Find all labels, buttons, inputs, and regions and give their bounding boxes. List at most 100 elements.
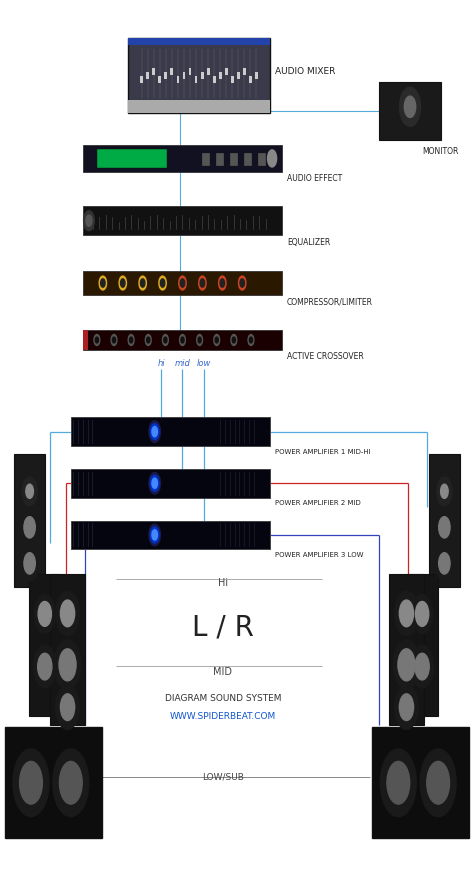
Text: LOW/SUB: LOW/SUB [202,773,244,781]
Text: Hi: Hi [218,578,228,588]
Bar [29,574,60,716]
Text: COMPRESSOR/LIMITER: COMPRESSOR/LIMITER [287,297,373,306]
Circle shape [180,279,185,287]
Text: POWER AMPLIFIER 2 MID: POWER AMPLIFIER 2 MID [275,500,361,506]
Circle shape [438,516,450,538]
Circle shape [150,424,159,440]
Circle shape [99,276,107,290]
Circle shape [140,279,145,287]
Circle shape [437,477,452,506]
Circle shape [238,276,246,290]
Circle shape [394,685,419,730]
Bar [244,153,252,166]
Circle shape [219,276,226,290]
Circle shape [249,337,253,343]
Bar [249,76,252,83]
Circle shape [399,694,413,721]
Circle shape [181,337,184,343]
Bar [216,153,224,166]
Bar [213,76,216,83]
Circle shape [441,484,448,498]
Bar [97,149,167,167]
Circle shape [248,335,254,345]
Bar [182,72,185,79]
Circle shape [86,215,92,226]
Bar [146,72,149,79]
Circle shape [267,150,277,167]
Bar [128,38,270,45]
Circle shape [160,279,165,287]
Circle shape [150,475,159,491]
Bar [207,69,210,76]
Text: mid: mid [174,359,191,368]
Circle shape [112,337,116,343]
Bar [225,69,228,76]
Circle shape [198,337,201,343]
Circle shape [220,279,225,287]
Circle shape [20,509,39,545]
Circle shape [180,335,185,345]
Circle shape [159,276,166,290]
Circle shape [152,426,157,437]
Circle shape [179,276,186,290]
Circle shape [38,602,52,627]
Circle shape [111,335,117,345]
Circle shape [129,337,133,343]
Circle shape [398,649,415,681]
Text: DIAGRAM SOUND SYSTEM: DIAGRAM SOUND SYSTEM [164,694,281,703]
Circle shape [393,640,419,690]
Bar [429,454,460,587]
Circle shape [415,653,429,680]
Circle shape [22,477,37,506]
Bar [258,153,266,166]
Circle shape [13,749,49,817]
Circle shape [410,645,433,688]
Circle shape [120,279,125,287]
Circle shape [100,279,105,287]
Circle shape [54,640,81,690]
Bar [171,69,173,76]
Circle shape [60,600,74,627]
Bar [195,76,198,83]
Circle shape [24,516,36,538]
Circle shape [387,762,410,805]
Bar [71,521,270,549]
Circle shape [399,600,413,627]
Circle shape [435,509,454,545]
Circle shape [420,749,456,817]
Circle shape [20,546,39,581]
Circle shape [53,749,89,817]
Text: low: low [197,359,211,368]
Circle shape [215,337,219,343]
Bar [219,72,222,79]
Bar [379,83,441,140]
Circle shape [411,595,432,634]
Circle shape [200,279,205,287]
Circle shape [152,478,157,489]
Circle shape [149,473,161,494]
Text: WWW.SPIDERBEAT.COM: WWW.SPIDERBEAT.COM [170,712,276,721]
Circle shape [400,87,420,126]
Circle shape [59,649,76,681]
Circle shape [26,484,33,498]
Circle shape [438,553,450,574]
Circle shape [149,421,161,442]
Bar [71,469,270,498]
Circle shape [427,762,449,805]
Text: EQUALIZER: EQUALIZER [287,238,330,247]
Circle shape [435,546,454,581]
Circle shape [55,591,79,635]
Bar [202,153,210,166]
Circle shape [128,335,134,345]
Circle shape [119,276,127,290]
Circle shape [404,96,416,117]
Circle shape [231,335,237,345]
Circle shape [59,762,82,805]
Circle shape [55,685,79,730]
Circle shape [152,530,157,540]
Circle shape [38,653,52,680]
Bar [231,76,234,83]
Text: AUDIO MIXER: AUDIO MIXER [275,67,335,76]
Bar [140,76,143,83]
Bar [164,72,167,79]
